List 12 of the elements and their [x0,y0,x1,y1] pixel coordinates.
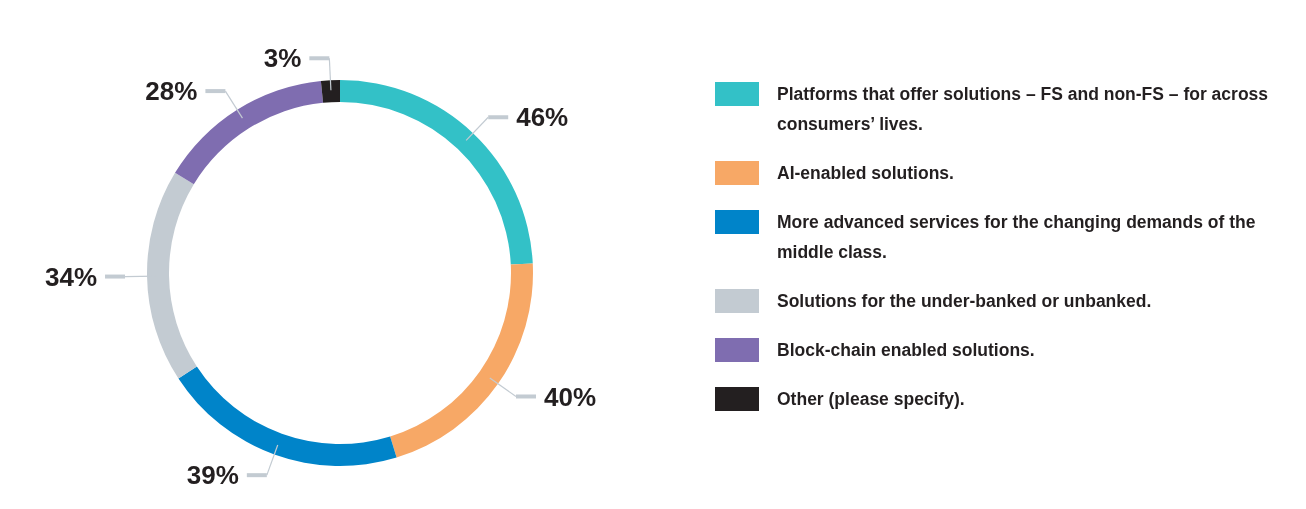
data-label: 3% [263,43,302,74]
data-label: 46% [516,102,569,133]
legend-label: More advanced services for the changing demands of the middle class. [777,212,1256,262]
legend-label: Other (please specify). [777,389,965,409]
data-label: 28% [145,76,198,107]
data-label: 34% [44,261,98,292]
data-label: 39% [186,460,239,491]
data-label: 40% [544,381,597,412]
legend-label: Block-chain enabled solutions. [777,340,1035,360]
legend-label: AI-enabled solutions. [777,163,954,183]
legend-label: Solutions for the under-banked or unbanked. [777,291,1152,311]
legend-label: Platforms that offer solutions – FS and non-FS – for across consumers’ lives. [777,84,1269,134]
